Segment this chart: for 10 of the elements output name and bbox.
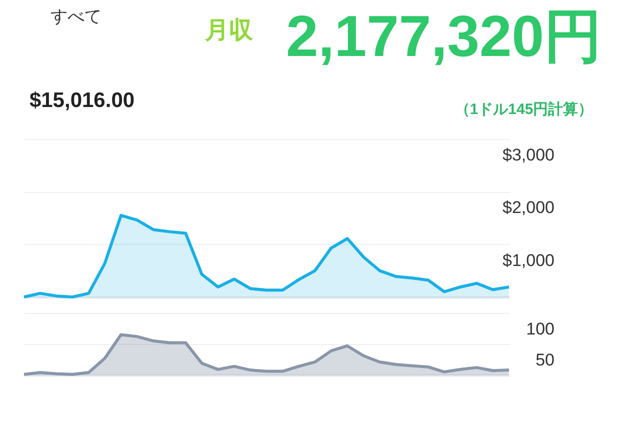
y-tick-label: $2,000: [502, 198, 554, 218]
text: 2,177,320円: [286, 4, 602, 69]
y-tick-label: $1,000: [502, 250, 554, 270]
text: 月収: [204, 17, 254, 44]
text: すべて: [50, 7, 102, 26]
y-tick-label: 50: [536, 350, 554, 370]
text: $15,016.00: [29, 89, 135, 112]
text: （1ドル145円計算）: [454, 101, 594, 118]
y-tick-label: 100: [526, 320, 554, 338]
y-tick-label: $3,000: [502, 146, 554, 164]
